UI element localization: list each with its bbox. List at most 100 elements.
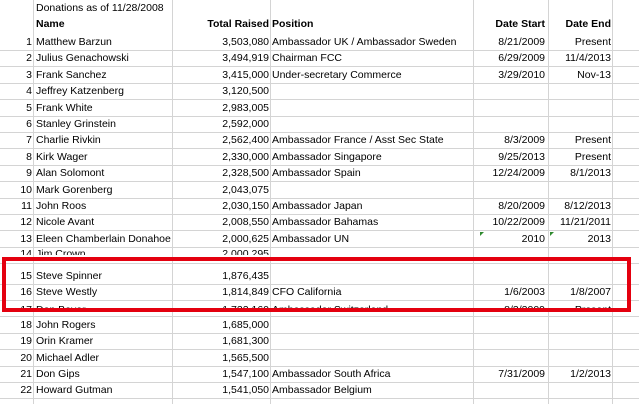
donor-name: Julius Genachowski [36, 52, 129, 65]
row-number: 18 [20, 318, 32, 331]
row-number: 6 [26, 118, 32, 130]
donor-name: Mark Gorenberg [36, 183, 113, 196]
position: CFO California [272, 286, 342, 298]
date-end: 11/21/2011 [560, 216, 611, 229]
row-divider [0, 181, 639, 183]
donor-name: Steve Westly [36, 286, 98, 298]
position: Ambassador Spain [272, 167, 361, 180]
donor-name: John Rogers [36, 318, 96, 331]
date-end [549, 246, 611, 255]
total-raised: 1,565,500 [222, 351, 269, 364]
header-position: Position [272, 18, 314, 30]
title-row[interactable]: Donations as of 11/28/2008 [0, 0, 639, 16]
table-row[interactable]: 8 Kirk Wager 2,330,000 Ambassador Singapore… [0, 149, 639, 165]
donor-name: Don Gips [36, 368, 80, 380]
total-raised: 1,876,435 [222, 269, 269, 282]
table-row[interactable]: 11 John Roos 2,030,150 Ambassador Japan 8/20… [0, 198, 639, 214]
total-raised: 2,000,295 [222, 248, 269, 256]
row-divider [0, 148, 639, 150]
position: Under-secretary Commerce [272, 68, 402, 81]
table-row[interactable]: 3 Frank Sanchez 3,415,000 Under-secretary C… [0, 67, 639, 83]
header-date-start: Date Start [495, 18, 545, 30]
total-raised: 3,503,080 [222, 36, 269, 48]
table-row[interactable]: 16 Steve Westly 1,814,849 CFO California 1/6… [0, 284, 639, 300]
row-number: 1 [26, 36, 32, 48]
total-raised: 3,494,919 [222, 52, 269, 65]
grid-line [33, 0, 34, 404]
position: Ambassador South Africa [272, 368, 391, 380]
date-start: 2010 [521, 232, 545, 245]
date-start: 6/29/2009 [498, 52, 545, 65]
donor-name: Don Beyer [36, 304, 86, 311]
date-start [473, 333, 545, 349]
date-start [473, 382, 545, 398]
date-start: 8/3/2009 [504, 304, 545, 311]
table-row[interactable]: 15 Steve Spinner 1,876,435 [0, 268, 639, 284]
table-row[interactable]: 17 Don Beyer 1,722,160 Ambassador Switzerla… [0, 302, 639, 310]
date-start: 10/22/2009 [492, 216, 545, 229]
date-start: 8/20/2009 [498, 200, 545, 212]
row-divider [0, 50, 639, 51]
table-row[interactable]: 20 Michael Adler 1,565,500 [0, 350, 639, 366]
table-row[interactable]: 6 Stanley Grinstein 2,592,000 [0, 116, 639, 132]
total-raised: 2,008,550 [222, 216, 269, 229]
total-raised: 2,983,005 [222, 101, 269, 114]
table-row[interactable]: 5 Frank White 2,983,005 [0, 100, 639, 116]
position [272, 100, 472, 116]
date-end [549, 317, 611, 333]
row-divider [0, 230, 639, 232]
table-row[interactable]: 12 Nicole Avant 2,008,550 Ambassador Bahama… [0, 214, 639, 230]
row-divider [0, 66, 639, 68]
table-row[interactable]: 4 Jeffrey Katzenberg 3,120,500 [0, 83, 639, 99]
total-raised: 1,814,849 [222, 286, 269, 298]
date-start: 8/3/2009 [504, 134, 545, 147]
table-row[interactable]: 21 Don Gips 1,547,100 Ambassador South Afri… [0, 366, 639, 382]
table-row[interactable]: 10 Mark Gorenberg 2,043,075 [0, 182, 639, 198]
header-name: Name [36, 18, 65, 30]
row-number: 7 [26, 134, 32, 147]
donor-name: Nicole Avant [36, 216, 95, 229]
row-number: 9 [26, 167, 32, 180]
row-number: 13 [20, 232, 32, 245]
table-row[interactable]: 13 Eleen Chamberlain Donahoe 2,000,625 Amba… [0, 231, 639, 247]
date-start: 3/29/2010 [498, 68, 545, 81]
header-row[interactable]: Name Total Raised Position Date Start Da… [0, 16, 639, 32]
cell-indicator-icon [480, 231, 484, 236]
total-raised: 1,541,050 [222, 384, 269, 397]
donor-name: Howard Gutman [36, 384, 113, 397]
date-end: Nov-13 [577, 68, 611, 81]
row-number: 17 [20, 304, 32, 311]
table-row[interactable]: 9 Alan Solomont 2,328,500 Ambassador Spain 1… [0, 165, 639, 181]
total-raised: 2,562,400 [222, 134, 269, 147]
row-divider [0, 382, 639, 383]
cell-indicator-icon [550, 231, 554, 236]
table-row[interactable]: 19 Orin Kramer 1,681,300 [0, 333, 639, 349]
table-row[interactable]: 18 John Rogers 1,685,000 [0, 317, 639, 333]
date-start: 9/25/2013 [498, 150, 545, 163]
date-end: 8/1/2013 [570, 167, 611, 180]
highlight-box [2, 257, 631, 312]
table-row[interactable]: 1 Matthew Barzun 3,503,080 Ambassador UK / … [0, 34, 639, 50]
row-number: 20 [20, 351, 32, 364]
row-divider [0, 197, 639, 199]
row-number: 11 [21, 200, 32, 212]
table-row[interactable]: 2 Julius Genachowski 3,494,919 Chairman FCC… [0, 50, 639, 66]
total-raised: 2,000,625 [222, 232, 269, 245]
row-number: 14 [20, 248, 32, 256]
date-start [473, 83, 545, 99]
grid-line [473, 0, 474, 404]
header-raised: Total Raised [207, 18, 269, 30]
position: Ambassador Switzerland [272, 304, 389, 311]
position [272, 350, 472, 366]
row-number: 21 [20, 368, 32, 380]
table-row[interactable]: 7 Charlie Rivkin 2,562,400 Ambassador Franc… [0, 132, 639, 148]
table-row[interactable]: 14 Jim Crown 2,000,295 [0, 246, 639, 255]
grid-line [270, 0, 271, 404]
header-date-end: Date End [565, 18, 611, 30]
table-row[interactable]: 22 Howard Gutman 1,541,050 Ambassador Belgi… [0, 382, 639, 398]
donor-name: Eleen Chamberlain Donahoe [36, 232, 171, 245]
total-raised: 2,030,150 [222, 200, 269, 212]
donor-name: Jeffrey Katzenberg [36, 85, 124, 98]
date-start: 8/21/2009 [498, 36, 545, 48]
row-divider [0, 164, 639, 166]
